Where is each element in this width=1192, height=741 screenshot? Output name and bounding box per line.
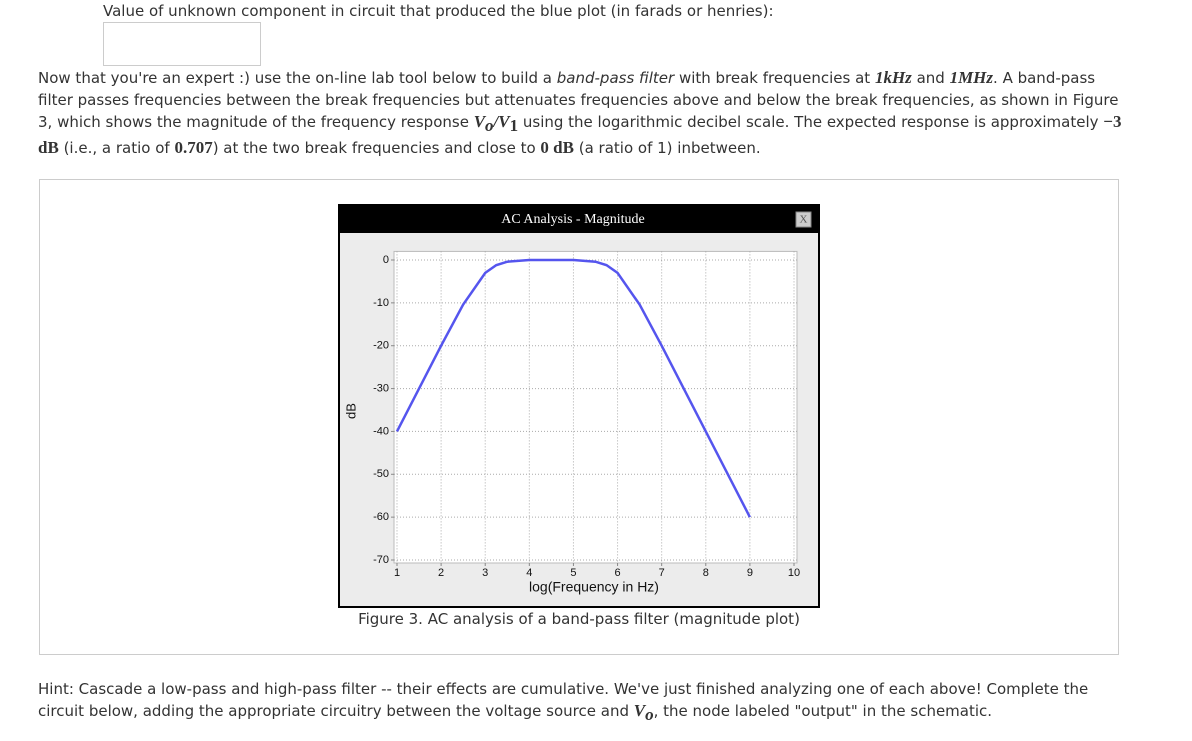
math: −3 dB bbox=[38, 112, 1122, 157]
x-tick-label: 10 bbox=[788, 567, 800, 579]
plot-area bbox=[393, 250, 798, 564]
text: Hint: Cascade a low-pass and high-pass f… bbox=[38, 680, 1089, 720]
answer-input[interactable] bbox=[103, 22, 261, 66]
y-axis-label: dB bbox=[343, 403, 358, 419]
text: band-pass filter bbox=[556, 69, 675, 87]
text: (i.e., a ratio of bbox=[58, 139, 175, 157]
x-tick-label: 5 bbox=[570, 567, 576, 579]
y-tick-label: 0 bbox=[383, 254, 389, 266]
y-tick-label: -10 bbox=[373, 297, 389, 309]
math: V bbox=[473, 112, 486, 131]
math: V bbox=[633, 701, 646, 720]
x-tick-label: 4 bbox=[526, 567, 532, 579]
close-button[interactable] bbox=[795, 211, 812, 228]
text: Now that you're an expert :) use the on-… bbox=[38, 69, 557, 87]
y-tick-label: -70 bbox=[373, 554, 389, 566]
x-tick-label: 6 bbox=[614, 567, 620, 579]
chart: AC Analysis - Magnitude X dB log(Frequen… bbox=[340, 206, 818, 595]
question: Value of unknown component in circuit th… bbox=[103, 2, 774, 20]
text: ) at the two break frequencies and close… bbox=[212, 139, 541, 157]
hint-paragraph: Hint: Cascade a low-pass and high-pass f… bbox=[38, 678, 1138, 726]
y-tick-label: -50 bbox=[373, 468, 389, 480]
math: 1MHz bbox=[949, 68, 994, 87]
math: 0.707 bbox=[174, 138, 213, 157]
text: with break frequencies at bbox=[674, 69, 875, 87]
y-tick-label: -60 bbox=[373, 511, 389, 523]
y-tick-label: -40 bbox=[373, 425, 389, 437]
text: using the logarithmic decibel scale. The… bbox=[518, 113, 1104, 131]
math: 1 bbox=[509, 116, 519, 135]
math: 1kHz bbox=[874, 68, 912, 87]
intro-paragraph: Now that you're an expert :) use the on-… bbox=[38, 67, 1123, 159]
y-tick-label: -20 bbox=[373, 340, 389, 352]
x-axis-label: log(Frequency in Hz) bbox=[529, 579, 659, 595]
text: and bbox=[911, 69, 950, 87]
text: (a ratio of 1) inbetween. bbox=[573, 139, 761, 157]
x-tick-label: 8 bbox=[703, 567, 709, 579]
chart-title: AC Analysis - Magnitude bbox=[501, 212, 645, 227]
x-tick-label: 7 bbox=[659, 567, 665, 579]
close-label[interactable]: X bbox=[800, 214, 808, 226]
y-tick-label: -30 bbox=[373, 382, 389, 394]
x-tick-label: 1 bbox=[394, 567, 400, 579]
math: o bbox=[645, 705, 654, 724]
x-tick-label: 2 bbox=[438, 567, 444, 579]
title-bar bbox=[340, 206, 818, 233]
math: /V bbox=[493, 112, 510, 131]
figure-frame bbox=[39, 179, 1119, 655]
x-tick-label: 9 bbox=[747, 567, 753, 579]
math: o bbox=[485, 116, 494, 135]
text: . A band-pass filter passes frequencies … bbox=[38, 69, 1119, 131]
data-line bbox=[395, 258, 752, 518]
text: , the node labeled "output" in the schem… bbox=[653, 702, 993, 720]
math: 0 dB bbox=[540, 138, 574, 157]
chart-panel: AC Analysis - Magnitude X dB log(Frequen… bbox=[338, 204, 820, 608]
x-tick-label: 3 bbox=[482, 567, 488, 579]
figure-caption: Figure 3. AC analysis of a band-pass fil… bbox=[358, 610, 800, 628]
